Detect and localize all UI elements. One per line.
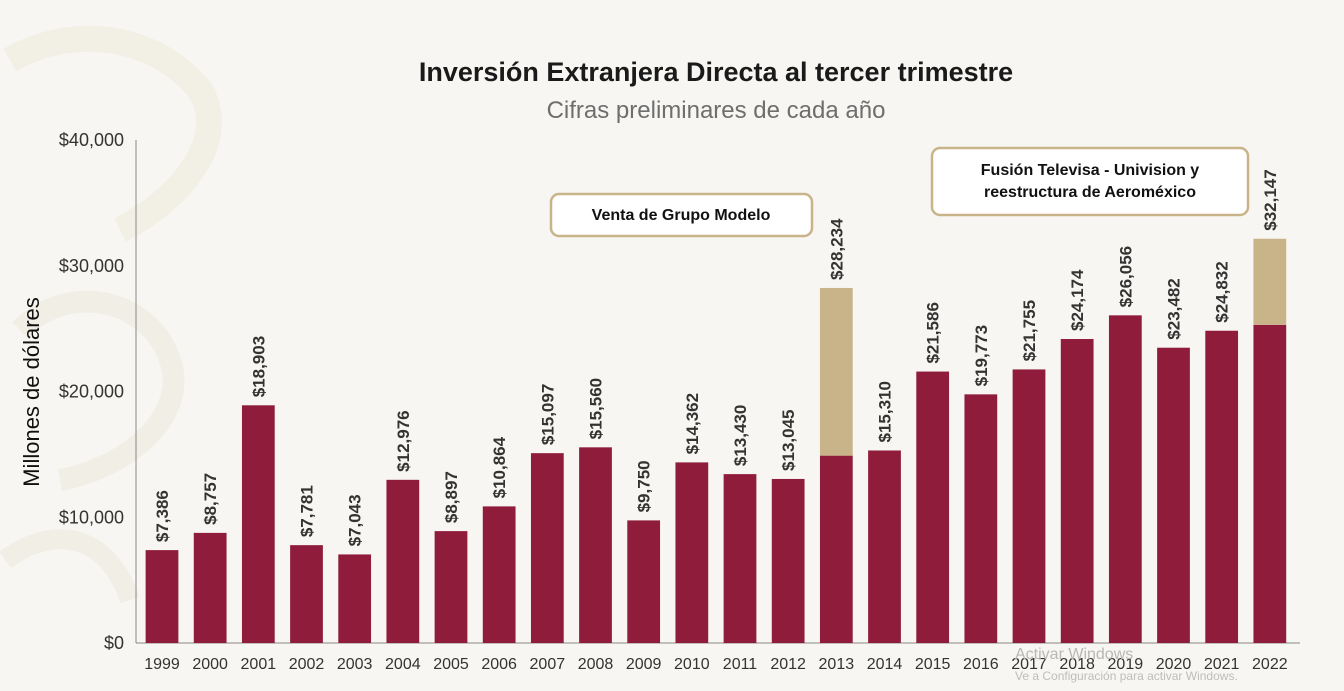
x-tick-label-2013: 2013 xyxy=(819,656,855,673)
value-label-2006: $10,864 xyxy=(490,436,509,498)
value-label-2010: $14,362 xyxy=(683,393,702,454)
x-tick-label-2007: 2007 xyxy=(530,656,566,673)
y-axis-ticks: $0 $10,000 $20,000 $30,000 $40,000 xyxy=(59,130,124,653)
bar-2018 xyxy=(1060,339,1094,643)
value-label-2020: $23,482 xyxy=(1165,278,1184,339)
bar-2017 xyxy=(1012,369,1046,643)
value-label-2001: $18,903 xyxy=(249,336,268,397)
bar-2022 xyxy=(1253,324,1287,643)
value-label-2004: $12,976 xyxy=(394,410,413,471)
bar-2009 xyxy=(627,520,661,643)
value-label-2005: $8,897 xyxy=(442,471,461,523)
windows-activation-watermark: Activar Windows xyxy=(1015,646,1133,663)
chart-title: Inversión Extranjera Directa al tercer t… xyxy=(419,57,1013,87)
bar-2007 xyxy=(530,453,564,643)
value-label-2015: $21,586 xyxy=(924,302,943,363)
bar-1999 xyxy=(145,550,179,643)
x-tick-label-2020: 2020 xyxy=(1156,656,1192,673)
y-tick-label: $40,000 xyxy=(59,130,124,150)
bar-2010 xyxy=(675,462,709,643)
x-tick-label-2017: 2017 xyxy=(1011,656,1047,673)
x-tick-label-2006: 2006 xyxy=(481,656,517,673)
x-tick-label-2018: 2018 xyxy=(1059,656,1095,673)
y-axis-label: Millones de dólares xyxy=(19,297,44,487)
x-tick-label-2000: 2000 xyxy=(192,656,228,673)
x-axis-ticks: 1999 2000 2001 2002 2003 2004 2005 2006 2007 2008… xyxy=(144,656,1288,673)
x-tick-label-2021: 2021 xyxy=(1204,656,1240,673)
annotation-box xyxy=(930,146,1250,217)
x-tick-label-2010: 2010 xyxy=(674,656,710,673)
annotation-text: Venta de Grupo Modelo xyxy=(592,207,771,224)
x-tick-label-2019: 2019 xyxy=(1108,656,1144,673)
bar-2001 xyxy=(241,405,275,643)
value-label-2017: $21,755 xyxy=(1020,300,1039,361)
bar-2021 xyxy=(1205,330,1239,643)
value-label-2022: $32,147 xyxy=(1261,169,1280,230)
bar-2003 xyxy=(338,554,372,643)
bars xyxy=(145,238,1287,643)
x-tick-label-2014: 2014 xyxy=(867,656,903,673)
bar-2019 xyxy=(1108,315,1142,643)
bar-extraordinary-2022 xyxy=(1253,238,1287,325)
chart-subtitle: Cifras preliminares de cada año xyxy=(547,97,886,124)
bar-2011 xyxy=(723,474,757,643)
bar-2020 xyxy=(1157,347,1190,643)
value-label-2012: $13,045 xyxy=(779,410,798,471)
bar-2014 xyxy=(868,450,901,643)
y-tick-label: $0 xyxy=(104,633,124,653)
bar-2000 xyxy=(193,532,227,643)
x-tick-label-2009: 2009 xyxy=(626,656,662,673)
annotation-text-line2: reestructura de Aeroméxico xyxy=(984,184,1196,201)
x-tick-label-2011: 2011 xyxy=(723,656,758,673)
value-label-2000: $8,757 xyxy=(201,473,220,525)
bar-2005 xyxy=(434,531,468,643)
annotation-grupo-modelo: Venta de Grupo Modelo xyxy=(549,192,814,238)
value-label-2013: $28,234 xyxy=(827,218,846,280)
x-tick-label-1999: 1999 xyxy=(144,656,180,673)
value-label-2009: $9,750 xyxy=(635,460,654,512)
bar-2004 xyxy=(386,479,420,643)
bar-2016 xyxy=(964,394,998,643)
value-label-2003: $7,043 xyxy=(346,494,365,546)
bar-2002 xyxy=(290,545,323,643)
value-label-2018: $24,174 xyxy=(1068,269,1087,331)
x-tick-label-2022: 2022 xyxy=(1252,656,1288,673)
annotation-text-line1: Fusión Televisa - Univision y xyxy=(981,162,1200,179)
bar-2006 xyxy=(482,506,516,643)
value-label-2002: $7,781 xyxy=(298,485,317,537)
background-pattern xyxy=(0,25,222,604)
x-tick-label-2015: 2015 xyxy=(915,656,951,673)
value-label-2019: $26,056 xyxy=(1116,246,1135,307)
bar-2008 xyxy=(579,447,612,643)
bar-extraordinary-2013 xyxy=(819,287,853,456)
x-tick-label-2002: 2002 xyxy=(289,656,325,673)
value-label-2008: $15,560 xyxy=(587,378,606,439)
value-label-2016: $19,773 xyxy=(972,325,991,386)
bar-2013 xyxy=(819,455,853,643)
annotation-televisa: Fusión Televisa - Univision y reestructu… xyxy=(930,146,1250,217)
windows-activation-hint: Ve a Configuración para activar Windows. xyxy=(1015,669,1238,683)
value-labels: $7,386 $8,757 $18,903 $7,781 $7,043 $12,976 $8… xyxy=(153,169,1280,546)
value-label-2011: $13,430 xyxy=(731,405,750,466)
x-tick-label-2016: 2016 xyxy=(963,656,999,673)
value-label-1999: $7,386 xyxy=(153,490,172,542)
y-tick-label: $30,000 xyxy=(59,256,124,276)
value-label-2007: $15,097 xyxy=(538,384,557,445)
x-tick-label-2012: 2012 xyxy=(770,656,806,673)
value-label-2021: $24,832 xyxy=(1213,261,1232,322)
y-tick-label: $20,000 xyxy=(59,382,124,402)
x-tick-label-2008: 2008 xyxy=(578,656,614,673)
x-tick-label-2001: 2001 xyxy=(241,656,277,673)
y-tick-label: $10,000 xyxy=(59,507,124,527)
bar-2015 xyxy=(916,371,950,643)
x-tick-label-2003: 2003 xyxy=(337,656,373,673)
value-label-2014: $15,310 xyxy=(876,381,895,442)
x-tick-label-2004: 2004 xyxy=(385,656,421,673)
x-tick-label-2005: 2005 xyxy=(433,656,469,673)
annotation-box xyxy=(549,192,814,238)
bar-2012 xyxy=(771,478,805,643)
